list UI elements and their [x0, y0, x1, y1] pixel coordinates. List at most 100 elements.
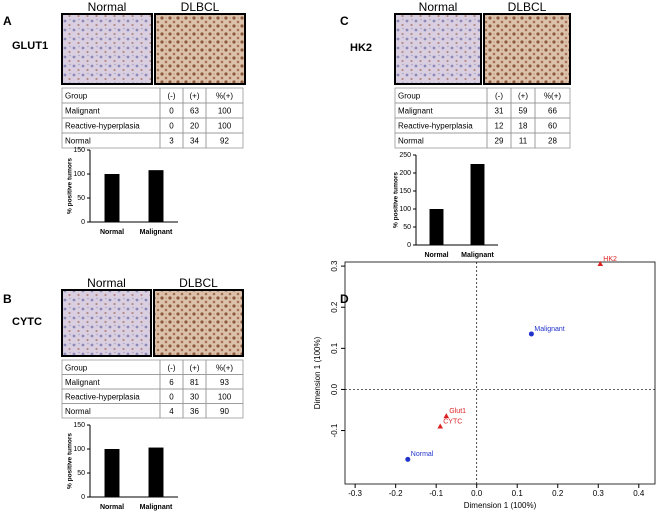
- image-label: Normal: [88, 0, 127, 14]
- table-value: 34: [190, 137, 199, 146]
- table-header: Group: [65, 92, 88, 101]
- image-label: Normal: [419, 0, 458, 14]
- table-value: 36: [190, 407, 199, 416]
- table-value: 100: [218, 392, 232, 401]
- table-value: 60: [548, 122, 557, 131]
- table-header: (+): [518, 92, 528, 101]
- table-value: 92: [220, 137, 229, 146]
- point-label: Normal: [411, 451, 434, 458]
- micrograph: [154, 13, 246, 85]
- bar: [104, 449, 120, 497]
- table-value: Malignant: [398, 107, 433, 116]
- marker-label: GLUT1: [12, 40, 48, 52]
- x-tick-label: Malignant: [140, 504, 173, 511]
- table-value: Reactive-hyperplasia: [65, 392, 140, 401]
- marker-label: CYTC: [12, 316, 42, 328]
- point-label: CYTC: [443, 418, 462, 425]
- table-header: %(+): [544, 92, 561, 101]
- point-label: HK2: [603, 256, 617, 263]
- table-header: (+): [190, 363, 200, 372]
- y-axis-label: % positive tumors: [67, 433, 74, 489]
- plot-frame: [344, 261, 656, 485]
- y-tick-label: 100: [399, 206, 411, 213]
- table-value: 0: [169, 392, 174, 401]
- micrograph: [153, 289, 244, 357]
- table-value: 90: [220, 407, 229, 416]
- panel-letter: A: [3, 14, 12, 28]
- table-header: (+): [190, 92, 200, 101]
- micrograph: [483, 13, 571, 85]
- table-value: 29: [495, 137, 504, 146]
- marker-label: HK2: [350, 42, 372, 54]
- table-value: 0: [169, 107, 174, 116]
- bar: [104, 174, 120, 222]
- y-tick-label: 0.2: [330, 301, 339, 313]
- point: [528, 331, 534, 337]
- table-value: 3: [169, 137, 174, 146]
- micrograph: [61, 13, 153, 85]
- y-tick-label: 0.0: [330, 383, 339, 395]
- x-tick-label: Malignant: [140, 229, 173, 236]
- y-tick-label: 0: [81, 219, 85, 226]
- x-tick-label: -0.3: [348, 489, 362, 498]
- y-tick-label: 200: [399, 170, 411, 177]
- point-label: Malignant: [534, 326, 564, 333]
- table-cell: [205, 132, 244, 149]
- table-value: 63: [190, 107, 199, 116]
- table-value: 4: [169, 407, 174, 416]
- table-header: (-): [168, 92, 176, 101]
- image-label: DLBCL: [508, 0, 547, 14]
- table-value: 20: [190, 122, 199, 131]
- table-value: 28: [548, 137, 557, 146]
- table-header: %(+): [216, 92, 233, 101]
- y-axis-label: Dimension 1 (100%): [313, 336, 322, 409]
- y-tick-label: 0.1: [330, 342, 339, 354]
- x-tick-label: -0.2: [389, 489, 403, 498]
- table-cell: [205, 403, 244, 419]
- y-tick-label: 100: [73, 446, 85, 453]
- y-tick-label: 50: [77, 470, 85, 477]
- table-value: 81: [190, 378, 199, 387]
- x-tick-label: -0.1: [429, 489, 443, 498]
- table-value: Malignant: [65, 107, 100, 116]
- y-tick-label: 0.3: [330, 260, 339, 272]
- y-axis-label: % positive tumors: [393, 172, 400, 228]
- panel-letter: D: [340, 292, 349, 306]
- table-value: Normal: [398, 137, 424, 146]
- y-tick-label: 0: [81, 494, 85, 501]
- table-value: 0: [169, 122, 174, 131]
- micrograph: [394, 13, 482, 85]
- x-tick-label: Normal: [100, 229, 124, 236]
- point: [597, 261, 604, 267]
- x-axis-label: Dimension 1 (100%): [464, 501, 537, 510]
- point-label: Glut1: [449, 408, 466, 415]
- table-value: Reactive-hyperplasia: [65, 122, 140, 131]
- table-value: 100: [218, 122, 232, 131]
- y-tick-label: 150: [399, 188, 411, 195]
- table-value: 93: [220, 378, 229, 387]
- table-header: %(+): [216, 363, 233, 372]
- y-tick-label: 150: [73, 147, 85, 154]
- x-tick-label: 0.3: [593, 489, 605, 498]
- x-tick-label: 0.4: [633, 489, 645, 498]
- table-header: (-): [168, 363, 176, 372]
- table-value: Normal: [65, 407, 91, 416]
- x-tick-label: Normal: [100, 504, 124, 511]
- table-value: 31: [495, 107, 504, 116]
- image-label: DLBCL: [181, 0, 220, 14]
- table-value: 18: [519, 122, 528, 131]
- table-header: (-): [495, 92, 503, 101]
- table-value: 6: [169, 378, 174, 387]
- x-tick-label: Normal: [424, 252, 448, 259]
- bar: [470, 164, 485, 245]
- table-value: 30: [190, 392, 199, 401]
- y-tick-label: 50: [77, 195, 85, 202]
- table-header: Group: [398, 92, 421, 101]
- y-tick-label: 50: [403, 224, 411, 231]
- y-tick-label: -0.1: [330, 423, 339, 437]
- panel-letter: C: [340, 14, 349, 28]
- table-header: Group: [65, 363, 88, 372]
- table-value: 11: [519, 137, 528, 146]
- table-cell: [534, 132, 571, 149]
